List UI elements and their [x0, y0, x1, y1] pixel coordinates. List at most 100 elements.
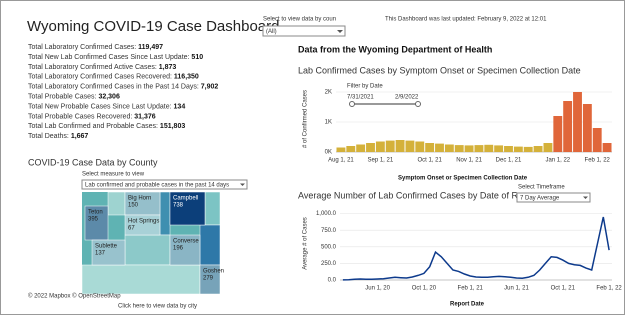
city-link[interactable]: Click here to view data by city	[118, 304, 197, 310]
y-tick-label: 0K	[325, 150, 332, 156]
county	[169, 234, 201, 266]
county-name: Converse	[173, 239, 199, 245]
stat-label: Total Lab Confirmed and Probable Cases:	[28, 123, 160, 130]
stat-line: Total Lab Confirmed and Probable Cases: …	[28, 123, 185, 130]
stat-label: Total Deaths:	[28, 133, 71, 140]
filter-label: Select to view data by coun	[263, 17, 336, 23]
stat-value: 1,667	[71, 133, 89, 140]
x-tick-label: Jan 1, 22	[545, 158, 570, 164]
attribution: © 2022 Mapbox © OpenStreetMap	[28, 293, 121, 300]
stat-line: Total Laboratory Confirmed Active Cases:…	[28, 64, 176, 71]
bar	[582, 104, 592, 152]
county	[124, 214, 161, 236]
x-tick-label: Nov 1, 21	[456, 158, 482, 164]
x-tick-label: Oct 1, 21	[551, 286, 576, 292]
bar	[405, 140, 415, 152]
x-tick-label: Oct 1, 20	[412, 286, 437, 292]
x-tick-label: Feb 1, 22	[596, 286, 622, 292]
bar	[336, 147, 346, 152]
bar	[395, 140, 405, 152]
y-tick-label: 750.0	[321, 228, 337, 234]
stat-label: Total New Probable Cases Since Last Upda…	[28, 103, 174, 110]
slider-handle[interactable]	[349, 101, 355, 107]
county-name: Sublette	[95, 244, 118, 250]
stats: Total Laboratory Confirmed Cases: 119,49…	[28, 44, 218, 140]
dropdown-arrow	[337, 30, 343, 33]
stat-value: 32,306	[98, 93, 120, 100]
y-tick-label: 250.0	[321, 261, 337, 267]
y-tick-label: 2K	[325, 90, 332, 96]
county-name: Goshen	[203, 269, 224, 275]
bar	[435, 143, 444, 152]
bar	[375, 141, 385, 152]
map-select-label: Select measure to view	[82, 172, 145, 178]
stat-line: Total New Lab Confirmed Cases Since Last…	[28, 54, 203, 61]
county-area	[199, 224, 221, 266]
y-tick-label: 1,000.0	[316, 211, 337, 217]
timeframe-select[interactable]	[516, 192, 591, 203]
stat-line: Total Laboratory Confirmed Cases: 119,49…	[28, 44, 163, 51]
county-value: 150	[128, 203, 139, 209]
bar	[533, 146, 543, 152]
bar	[366, 143, 375, 152]
dropdown-arrow	[240, 183, 245, 186]
x-tick-label: Jun 1, 20	[365, 286, 390, 292]
stat-value: 116,350	[174, 74, 199, 81]
county	[169, 191, 206, 226]
bar	[513, 146, 523, 152]
slider-handle[interactable]	[415, 101, 421, 107]
y-tick-label: 0.0	[328, 278, 337, 284]
bar	[425, 143, 435, 152]
filter-title: Filter by Date	[347, 84, 383, 90]
county-area	[124, 234, 171, 266]
county	[91, 239, 126, 266]
measure-select[interactable]	[81, 179, 248, 190]
county-value: 395	[88, 217, 99, 223]
x-tick-label: Sep 1, 21	[368, 158, 394, 164]
county-filter[interactable]	[262, 25, 346, 37]
dropdown-arrow	[583, 196, 588, 199]
county-area	[107, 191, 126, 216]
x-tick-label: Aug 1, 21	[328, 158, 354, 164]
y-tick-label: 500.0	[321, 244, 337, 250]
map-title: COVID-19 Case Data by County	[28, 157, 158, 167]
bar	[573, 92, 582, 152]
source-title: Data from the Wyoming Department of Heal…	[298, 44, 492, 54]
county-area	[81, 264, 201, 295]
county-value: 738	[173, 203, 184, 209]
bar	[523, 146, 533, 152]
bar	[415, 141, 425, 152]
line	[342, 216, 610, 281]
bar	[346, 146, 356, 152]
y-tick-label: 1K	[325, 120, 332, 126]
stat-label: Total Probable Cases:	[28, 93, 98, 100]
bar	[356, 144, 366, 152]
x-tick-label: Dec 1, 21	[496, 158, 522, 164]
bar	[454, 145, 464, 152]
timeframe-value: 7 Day Average	[520, 196, 560, 202]
county	[199, 264, 221, 295]
bar	[484, 144, 494, 152]
bar	[494, 145, 504, 152]
updated: This Dashboard was last updated: Februar…	[385, 17, 547, 23]
y-axis-title: Average # of Cases	[303, 217, 309, 270]
stat-line: Total Probable Cases: 32,306	[28, 93, 120, 100]
x-tick-label: Oct 1, 21	[417, 158, 442, 164]
stat-label: Total New Lab Confirmed Cases Since Last…	[28, 54, 191, 61]
stat-line: Total Probable Cases Recovered: 31,376	[28, 113, 156, 120]
stat-line: Total New Probable Cases Since Last Upda…	[28, 103, 185, 110]
chart-title: Average Number of Lab Confirmed Cases by…	[298, 190, 539, 200]
chart-title: Lab Confirmed Cases by Symptom Onset or …	[298, 65, 581, 75]
county-value: 279	[203, 276, 214, 282]
filter-value: (All)	[266, 29, 277, 35]
bar	[474, 145, 484, 152]
title: Wyoming COVID-19 Case Dashboard	[27, 18, 279, 35]
stat-value: 31,376	[134, 113, 156, 120]
county-area	[159, 191, 171, 236]
bar	[444, 144, 454, 152]
stat-line: Total Deaths: 1,667	[28, 133, 88, 140]
stat-line: Total Laboratory Confirmed Cases Recover…	[28, 74, 199, 81]
bar	[592, 128, 602, 152]
